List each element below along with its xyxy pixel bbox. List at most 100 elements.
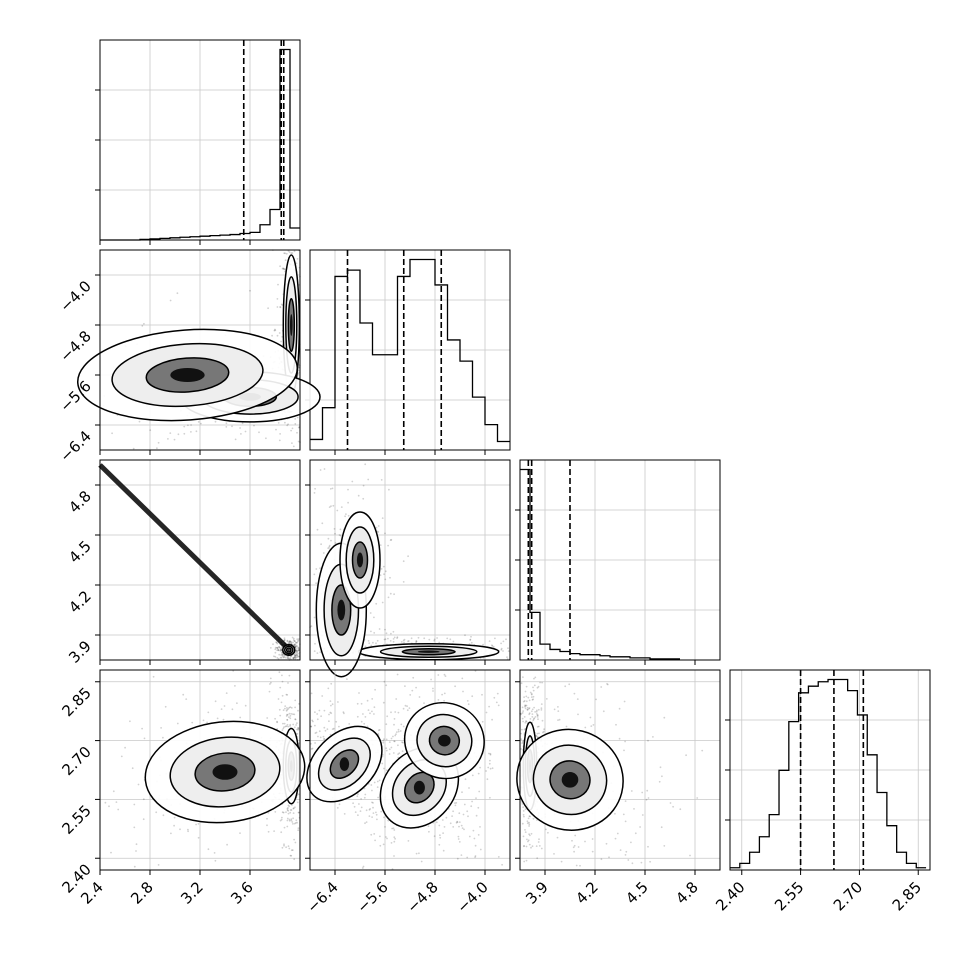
scatter-point bbox=[432, 690, 434, 692]
scatter-point bbox=[528, 823, 531, 826]
scatter-point bbox=[522, 813, 525, 816]
scatter-point bbox=[528, 707, 530, 710]
scatter-point bbox=[289, 811, 292, 814]
scatter-point bbox=[195, 430, 198, 433]
scatter-point bbox=[441, 693, 443, 696]
scatter-point bbox=[291, 849, 294, 851]
scatter-point bbox=[407, 640, 410, 642]
scatter-point bbox=[112, 790, 115, 793]
scatter-point bbox=[142, 798, 145, 801]
scatter-point bbox=[505, 638, 507, 641]
tick-label: 2.40 bbox=[712, 878, 748, 914]
scatter-point bbox=[652, 736, 654, 738]
scatter-point bbox=[280, 654, 282, 656]
scatter-point bbox=[454, 804, 457, 807]
scatter-point bbox=[528, 833, 530, 836]
scatter-point bbox=[403, 641, 405, 644]
scatter-point bbox=[286, 719, 289, 721]
scatter-point bbox=[292, 817, 294, 820]
scatter-point bbox=[278, 653, 281, 656]
scatter-point bbox=[357, 494, 360, 497]
scatter-point bbox=[328, 720, 330, 723]
scatter-point bbox=[292, 657, 295, 660]
scatter-point bbox=[280, 701, 283, 704]
scatter-point bbox=[279, 819, 282, 822]
scatter-point bbox=[370, 630, 372, 633]
scatter-point bbox=[266, 817, 268, 820]
scatter-point bbox=[433, 639, 436, 642]
scatter-point bbox=[293, 713, 296, 716]
scatter-point bbox=[385, 769, 388, 772]
scatter-point bbox=[380, 810, 383, 813]
scatter-point bbox=[458, 812, 461, 815]
scatter-point bbox=[433, 835, 436, 838]
scatter-point bbox=[540, 709, 543, 711]
scatter-point bbox=[296, 258, 299, 260]
scatter-point bbox=[294, 655, 297, 657]
scatter-point bbox=[520, 748, 522, 750]
scatter-point bbox=[438, 641, 441, 644]
scatter-point bbox=[455, 821, 458, 824]
scatter-point bbox=[385, 747, 388, 750]
scatter-point bbox=[430, 678, 432, 681]
scatter-point bbox=[375, 813, 378, 816]
joint-panel bbox=[516, 669, 721, 871]
scatter-point bbox=[294, 806, 296, 809]
scatter-point bbox=[286, 640, 289, 643]
scatter-point bbox=[361, 867, 364, 869]
scatter-point bbox=[466, 856, 469, 859]
density-core bbox=[337, 599, 346, 621]
scatter-point bbox=[343, 813, 346, 815]
scatter-point bbox=[283, 656, 285, 658]
scatter-point bbox=[294, 652, 297, 654]
scatter-point bbox=[276, 720, 278, 723]
scatter-point bbox=[370, 833, 373, 836]
scatter-point bbox=[315, 582, 317, 585]
scatter-point bbox=[316, 528, 319, 531]
scatter-point bbox=[290, 809, 293, 811]
panel-frame bbox=[729, 669, 931, 871]
scatter-point bbox=[187, 830, 189, 833]
scatter-point bbox=[276, 298, 279, 300]
scatter-point bbox=[579, 864, 581, 867]
scatter-point bbox=[497, 704, 500, 707]
scatter-point bbox=[269, 677, 272, 680]
scatter-point bbox=[391, 827, 393, 830]
scatter-point bbox=[295, 656, 298, 659]
scatter-point bbox=[534, 676, 537, 679]
scatter-point bbox=[539, 681, 541, 684]
scatter-point bbox=[292, 723, 295, 726]
scatter-point bbox=[525, 700, 528, 703]
scatter-point bbox=[280, 648, 282, 651]
scatter-point bbox=[316, 718, 319, 721]
scatter-point bbox=[274, 328, 276, 331]
scatter-point bbox=[276, 306, 279, 308]
scatter-point bbox=[641, 814, 644, 816]
scatter-point bbox=[331, 487, 334, 490]
scatter-point bbox=[540, 703, 543, 705]
scatter-point bbox=[386, 837, 388, 840]
scatter-point bbox=[382, 739, 385, 742]
scatter-point bbox=[381, 601, 384, 604]
scatter-point bbox=[479, 848, 482, 851]
scatter-point bbox=[283, 844, 285, 847]
scatter-point bbox=[423, 702, 425, 704]
histogram-step bbox=[100, 48, 300, 241]
scatter-point bbox=[528, 707, 531, 709]
scatter-point bbox=[314, 742, 316, 744]
scatter-point bbox=[625, 850, 628, 853]
scatter-point bbox=[294, 699, 297, 702]
scatter-point bbox=[294, 646, 297, 648]
scatter-point bbox=[500, 648, 503, 651]
scatter-point bbox=[347, 501, 349, 504]
scatter-point bbox=[289, 809, 292, 811]
scatter-point bbox=[330, 712, 333, 715]
scatter-point bbox=[649, 860, 651, 863]
scatter-point bbox=[334, 532, 336, 535]
scatter-point bbox=[288, 706, 291, 709]
scatter-point bbox=[521, 712, 524, 714]
scatter-point bbox=[285, 725, 288, 728]
scatter-point bbox=[278, 646, 280, 648]
scatter-point bbox=[312, 720, 314, 723]
scatter-point bbox=[474, 856, 476, 858]
